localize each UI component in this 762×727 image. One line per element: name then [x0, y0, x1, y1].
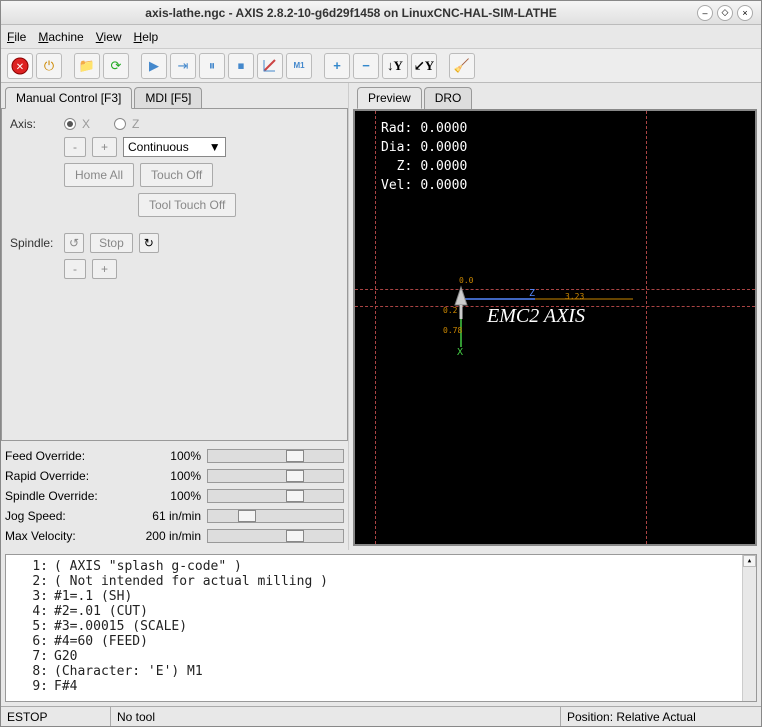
- jog-speed-slider[interactable]: [207, 509, 344, 523]
- svg-text:0.2: 0.2: [443, 306, 458, 315]
- status-tool: No tool: [111, 707, 561, 726]
- tab-dro[interactable]: DRO: [424, 87, 473, 109]
- view-y2-icon[interactable]: ↙Y: [411, 53, 437, 79]
- view-y-icon[interactable]: ↓Y: [382, 53, 408, 79]
- overrides-panel: Feed Override: 100% Rapid Override: 100%…: [1, 442, 348, 550]
- jog-plus-button[interactable]: +: [92, 137, 117, 157]
- spindle-label: Spindle:: [10, 236, 58, 250]
- status-position: Position: Relative Actual: [561, 707, 761, 726]
- gcode-line[interactable]: 5:#3=.00015 (SCALE): [14, 619, 748, 634]
- gcode-line[interactable]: 1:( AXIS "splash g-code" ): [14, 559, 748, 574]
- estop-icon[interactable]: ✕: [7, 53, 33, 79]
- zoom-out-icon[interactable]: −: [353, 53, 379, 79]
- gcode-line[interactable]: 8:(Character: 'E') M1: [14, 664, 748, 679]
- tab-manual-control[interactable]: Manual Control [F3]: [5, 87, 132, 109]
- gcode-line[interactable]: 2:( Not intended for actual milling ): [14, 574, 748, 589]
- reload-icon[interactable]: ⟳: [103, 53, 129, 79]
- gcode-line[interactable]: 3:#1=.1 (SH): [14, 589, 748, 604]
- feed-override-label: Feed Override:: [5, 449, 113, 463]
- spindle-override-label: Spindle Override:: [5, 489, 113, 503]
- preview-viewport[interactable]: Rad:0.0000 Dia:0.0000 Z:0.0000 Vel:0.000…: [353, 109, 757, 546]
- left-tabs: Manual Control [F3] MDI [F5]: [1, 83, 348, 109]
- tab-mdi[interactable]: MDI [F5]: [134, 87, 202, 109]
- svg-text:0.0: 0.0: [459, 276, 474, 285]
- axis-label: Axis:: [10, 117, 58, 131]
- zoom-in-icon[interactable]: +: [324, 53, 350, 79]
- skip-icon[interactable]: [257, 53, 283, 79]
- spindle-stop-button[interactable]: Stop: [90, 233, 133, 253]
- rapid-override-value: 100%: [113, 469, 207, 483]
- scroll-up-icon[interactable]: ▴: [743, 555, 756, 567]
- right-tabs: Preview DRO: [353, 83, 757, 109]
- step-icon[interactable]: ⇥: [170, 53, 196, 79]
- svg-text:Z: Z: [529, 288, 535, 299]
- optional-stop-icon[interactable]: M1: [286, 53, 312, 79]
- spindle-override-value: 100%: [113, 489, 207, 503]
- axis-z-label: Z: [132, 117, 139, 131]
- axis-x-radio[interactable]: [64, 118, 76, 130]
- manual-control-panel: Axis: X Z - + Continuous ▼ Home All Touch…: [1, 108, 348, 441]
- tool-touch-off-button[interactable]: Tool Touch Off: [138, 193, 236, 217]
- clear-icon[interactable]: 🧹: [449, 53, 475, 79]
- statusbar: ESTOP No tool Position: Relative Actual: [1, 706, 761, 726]
- spindle-override-slider[interactable]: [207, 489, 344, 503]
- max-velocity-label: Max Velocity:: [5, 529, 113, 543]
- open-icon[interactable]: 📁: [74, 53, 100, 79]
- play-icon[interactable]: ▶: [141, 53, 167, 79]
- spindle-plus-button[interactable]: +: [92, 259, 117, 279]
- chevron-down-icon: ▼: [209, 140, 221, 154]
- rapid-override-label: Rapid Override:: [5, 469, 113, 483]
- maximize-button[interactable]: ◇: [717, 5, 733, 21]
- tab-preview[interactable]: Preview: [357, 87, 422, 109]
- axis-x-label: X: [82, 117, 90, 131]
- spindle-ccw-button[interactable]: ↺: [64, 233, 84, 253]
- menu-machine[interactable]: Machine: [38, 30, 83, 44]
- menu-file[interactable]: File: [7, 30, 26, 44]
- titlebar: axis-lathe.ngc - AXIS 2.8.2-10-g6d29f145…: [1, 1, 761, 25]
- pause-icon[interactable]: ⏸: [199, 53, 225, 79]
- spindle-minus-button[interactable]: -: [64, 259, 86, 279]
- minimize-button[interactable]: –: [697, 5, 713, 21]
- svg-text:0.78: 0.78: [443, 326, 462, 335]
- window-title: axis-lathe.ngc - AXIS 2.8.2-10-g6d29f145…: [9, 6, 693, 20]
- home-all-button[interactable]: Home All: [64, 163, 134, 187]
- svg-text:✕: ✕: [16, 62, 24, 73]
- menubar: File Machine View Help: [1, 25, 761, 49]
- gcode-line[interactable]: 9:F#4: [14, 679, 748, 694]
- max-velocity-slider[interactable]: [207, 529, 344, 543]
- feed-override-value: 100%: [113, 449, 207, 463]
- menu-view[interactable]: View: [96, 30, 122, 44]
- jog-mode-select[interactable]: Continuous ▼: [123, 137, 226, 157]
- preview-label: EMC2 AXIS: [487, 305, 585, 328]
- jog-speed-label: Jog Speed:: [5, 509, 113, 523]
- spindle-cw-button[interactable]: ↻: [139, 233, 159, 253]
- jog-speed-value: 61 in/min: [113, 509, 207, 523]
- svg-text:X: X: [457, 347, 463, 358]
- stop-icon[interactable]: ⏹: [228, 53, 254, 79]
- axis-z-radio[interactable]: [114, 118, 126, 130]
- jog-mode-value: Continuous: [128, 140, 189, 154]
- rapid-override-slider[interactable]: [207, 469, 344, 483]
- gcode-line[interactable]: 4:#2=.01 (CUT): [14, 604, 748, 619]
- touch-off-button[interactable]: Touch Off: [140, 163, 213, 187]
- gcode-scrollbar[interactable]: ▴: [742, 555, 756, 701]
- status-estop: ESTOP: [1, 707, 111, 726]
- svg-text:3.23: 3.23: [565, 292, 584, 301]
- toolbar: ✕ ⏻ 📁 ⟳ ▶ ⇥ ⏸ ⏹ M1 + − ↓Y ↙Y 🧹: [1, 49, 761, 83]
- gcode-viewer[interactable]: 1:( AXIS "splash g-code" )2:( Not intend…: [5, 554, 757, 702]
- max-velocity-value: 200 in/min: [113, 529, 207, 543]
- gcode-line[interactable]: 6:#4=60 (FEED): [14, 634, 748, 649]
- power-icon[interactable]: ⏻: [36, 53, 62, 79]
- feed-override-slider[interactable]: [207, 449, 344, 463]
- menu-help[interactable]: Help: [134, 30, 159, 44]
- gcode-line[interactable]: 7:G20: [14, 649, 748, 664]
- jog-minus-button[interactable]: -: [64, 137, 86, 157]
- close-button[interactable]: ×: [737, 5, 753, 21]
